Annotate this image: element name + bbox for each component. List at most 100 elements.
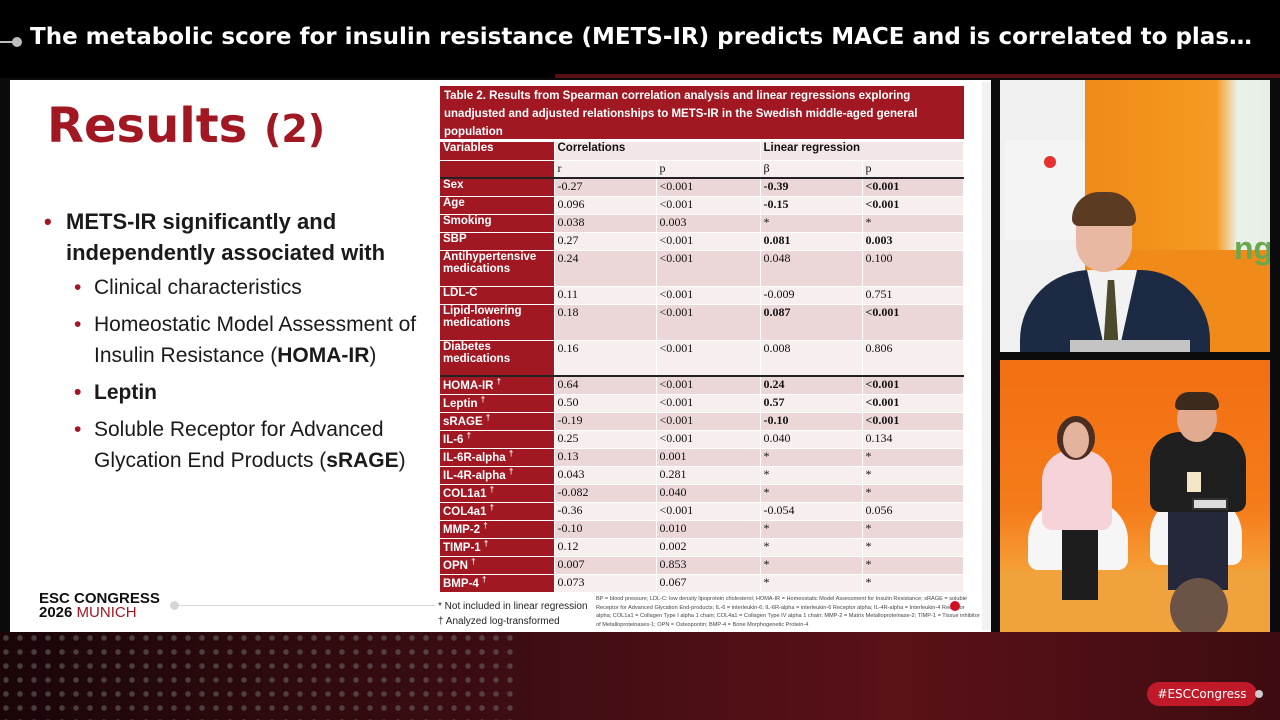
cell-r: -0.36 (554, 502, 657, 521)
cell-beta-text: -0.10 (763, 412, 789, 427)
cell-r-text: 0.038 (557, 214, 585, 229)
cell-r: 0.50 (554, 394, 657, 413)
cell-variable: Diabetes medications (440, 340, 555, 377)
cell-r-text: 0.27 (557, 232, 579, 247)
cell-p2-text: * (865, 484, 872, 499)
lectern (1070, 340, 1190, 352)
table-row: OPN † 0.007 0.853 * * (440, 556, 964, 575)
cell-p-text: <0.001 (659, 286, 694, 301)
bullet-homa-bold: HOMA-IR (277, 344, 370, 367)
cell-p-text: 0.067 (659, 574, 687, 589)
bullet-srage-close: ) (398, 449, 406, 472)
cell-p-text: <0.001 (659, 250, 694, 265)
cell-variable: LDL-C (440, 286, 555, 305)
cell-p-text: <0.001 (659, 430, 694, 445)
cell-variable: IL-6R-alpha † (440, 448, 555, 467)
cell-p-text: 0.281 (659, 466, 687, 481)
cell-variable: Lipid-lowering medications (440, 304, 555, 341)
cell-beta-text: 0.040 (763, 430, 791, 445)
cell-p-text: <0.001 (659, 394, 694, 409)
title-bar: The metabolic score for insulin resistan… (0, 0, 1280, 78)
cell-r-text: 0.12 (557, 538, 579, 553)
cell-r-text: 0.16 (557, 340, 579, 355)
cell-p2-text: <0.001 (865, 412, 900, 427)
bullet-homa-text: Homeostatic Model Assessment of Insulin … (94, 313, 417, 367)
wall-lettering: ng (1234, 230, 1270, 266)
session-title: The metabolic score for insulin resistan… (30, 24, 1270, 50)
cell-p2: <0.001 (862, 304, 964, 341)
cell-variable-text: IL-4R-alpha (443, 469, 506, 482)
cell-p-text: <0.001 (659, 377, 694, 391)
table-row: MMP-2 † -0.10 0.010 * * (440, 520, 964, 539)
table-row: Sex -0.27 <0.001 -0.39 <0.001 (440, 178, 964, 197)
cell-r-text: -0.10 (557, 520, 583, 535)
cell-r: 0.27 (554, 232, 657, 251)
table-row: IL-4R-alpha † 0.043 0.281 * * (440, 466, 964, 485)
cell-r: 0.12 (554, 538, 657, 557)
cell-p: <0.001 (656, 250, 761, 287)
cell-beta: 0.048 (760, 250, 863, 287)
cell-variable: IL-6 † (440, 430, 555, 449)
cell-p2-text: 0.100 (865, 250, 893, 265)
logo-line1: ESC CONGRESS (39, 590, 160, 607)
cell-r-text: 0.043 (557, 466, 585, 481)
cell-p2-text: <0.001 (865, 196, 900, 211)
cell-p2: * (862, 214, 964, 233)
bullet-srage: Soluble Receptor for Advanced Glycation … (44, 414, 424, 476)
cell-p-text: <0.001 (659, 179, 694, 193)
cell-r-text: 0.25 (557, 430, 579, 445)
table-row: sRAGE † -0.19 <0.001 -0.10 <0.001 (440, 412, 964, 431)
header-blank (440, 160, 555, 179)
hashtag-dot-icon (1255, 690, 1263, 698)
cell-r-text: 0.11 (557, 286, 579, 301)
table-footnote-abbrev: BP = blood pressure; LDL-C: low density … (596, 596, 980, 628)
cell-p-text: 0.003 (659, 214, 687, 229)
hashtag-badge: #ESCCongress (1147, 682, 1257, 706)
cell-p: 0.281 (656, 466, 761, 485)
cell-p2-text: * (865, 448, 872, 463)
logo-city: MUNICH (76, 604, 137, 621)
cell-p-text: 0.001 (659, 448, 687, 463)
footnote-star: * Not included in linear regression (438, 601, 588, 612)
dagger-mark: † (483, 538, 489, 548)
cell-variable: IL-4R-alpha † (440, 466, 555, 485)
panel-video (1000, 360, 1270, 632)
cell-r: 0.038 (554, 214, 657, 233)
cell-variable: COL1a1 † (440, 484, 555, 503)
cell-p2-text: * (865, 556, 872, 571)
cell-p2-text: * (865, 466, 872, 481)
cell-p2-text: * (865, 574, 872, 589)
cell-beta: -0.39 (760, 178, 863, 197)
panelist-right-legs (1168, 510, 1228, 590)
table-row: IL-6R-alpha † 0.13 0.001 * * (440, 448, 964, 467)
panelist-left-legs (1062, 520, 1098, 600)
cell-p2-text: * (865, 214, 872, 229)
slide-title: Results (2) (47, 98, 325, 154)
cell-p2: * (862, 556, 964, 575)
cell-p: <0.001 (656, 430, 761, 449)
bullet-leptin: Leptin (44, 377, 424, 408)
cell-variable-text: Diabetes medications (443, 340, 511, 365)
cell-variable-text: Smoking (443, 214, 492, 227)
cell-r: 0.007 (554, 556, 657, 575)
cell-r: -0.27 (554, 178, 657, 197)
cell-p: <0.001 (656, 502, 761, 521)
bullet-homa-close: ) (369, 344, 377, 367)
cell-r-text: 0.18 (557, 304, 579, 319)
cell-r: 0.24 (554, 250, 657, 287)
cell-p: <0.001 (656, 394, 761, 413)
cell-beta: 0.57 (760, 394, 863, 413)
cell-r: -0.082 (554, 484, 657, 503)
bullet-srage-text: Soluble Receptor for Advanced Glycation … (94, 418, 384, 472)
cell-p2: * (862, 466, 964, 485)
header-r: r (554, 160, 657, 179)
cell-p2-text: * (865, 520, 872, 535)
cell-variable-text: OPN (443, 559, 468, 572)
progress-dot-icon[interactable] (12, 37, 22, 47)
panelist-right-hair (1175, 392, 1219, 410)
cell-variable-text: Age (443, 196, 465, 209)
cell-r-text: 0.50 (557, 394, 579, 409)
stage-floor (1000, 570, 1270, 632)
cell-r-text: -0.36 (557, 502, 583, 517)
cell-p2: 0.056 (862, 502, 964, 521)
